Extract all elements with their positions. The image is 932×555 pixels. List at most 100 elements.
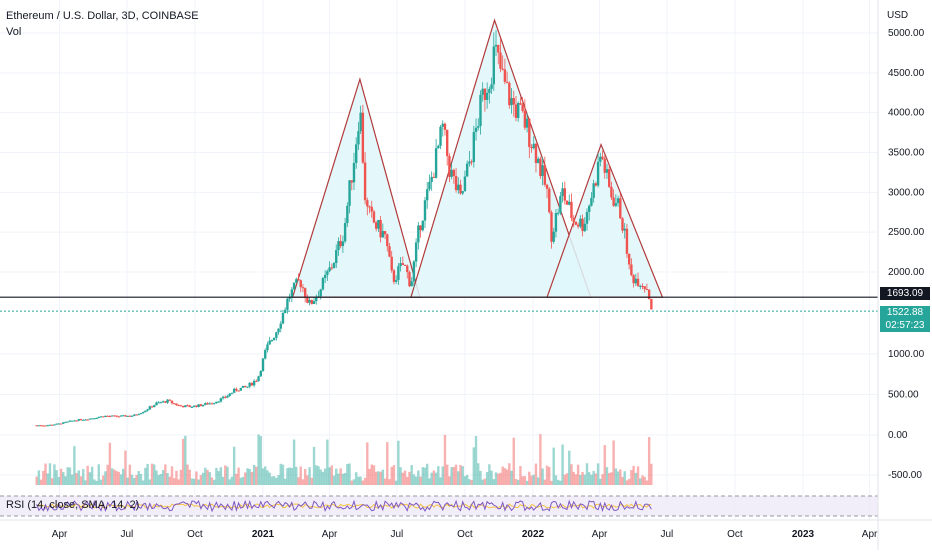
volume-bar	[472, 447, 476, 485]
candle-body	[490, 84, 493, 89]
volume-bar	[228, 479, 231, 485]
candle-body	[290, 289, 294, 298]
volume-bar	[406, 476, 409, 485]
volume-bar	[343, 472, 347, 485]
volume-bar	[386, 442, 389, 485]
candle-body	[616, 198, 620, 204]
candle-body	[108, 416, 112, 418]
time-tick-label: Oct	[457, 529, 473, 540]
volume-bar	[612, 440, 615, 485]
candle-body	[643, 286, 646, 290]
volume-bar	[337, 473, 340, 485]
volume-bar	[579, 475, 582, 485]
candle-body	[434, 148, 438, 178]
volume-bar	[312, 446, 316, 485]
volume-bar	[317, 466, 320, 485]
candle-body	[572, 217, 575, 222]
volume-bar	[497, 473, 500, 485]
volume-bar	[66, 467, 69, 485]
volume-label: Vol	[6, 26, 22, 38]
volume-bar	[190, 478, 194, 485]
candle-body	[497, 44, 500, 53]
volume-bar	[102, 475, 105, 485]
volume-bar	[499, 472, 502, 485]
candle-body	[292, 282, 296, 290]
volume-bar	[572, 471, 575, 485]
candle-body	[57, 423, 61, 425]
candle-body	[281, 312, 285, 324]
candle-body	[190, 406, 194, 408]
candle-body	[603, 158, 606, 173]
volume-bar	[563, 474, 567, 485]
volume-bar	[426, 463, 429, 485]
volume-bar	[128, 464, 132, 485]
price-tick-label: 500.00	[888, 390, 919, 401]
volume-bar	[568, 450, 571, 485]
candle-body	[607, 169, 611, 187]
volume-bar	[146, 463, 149, 485]
candle-body	[483, 88, 487, 100]
candle-body	[401, 263, 405, 265]
volume-bar	[443, 434, 447, 485]
volume-bar	[379, 471, 382, 485]
volume-bar	[44, 463, 47, 485]
volume-bar	[461, 466, 464, 485]
volume-bar	[59, 468, 63, 485]
candle-body	[596, 161, 600, 186]
volume-bar	[175, 470, 178, 485]
volume-bar	[77, 470, 81, 485]
price-tick-label: 3500.00	[888, 148, 925, 159]
volume-bar	[650, 463, 653, 485]
candle-body	[228, 393, 231, 396]
candle-body	[244, 385, 247, 388]
candle-body	[102, 416, 105, 418]
candle-body	[235, 388, 238, 391]
candle-body	[266, 344, 269, 351]
candle-body	[173, 403, 176, 405]
candle-body	[501, 68, 504, 70]
price-lines	[0, 296, 878, 312]
volume-bar	[570, 464, 573, 485]
volume-bar	[392, 465, 396, 485]
volume-bar	[636, 466, 640, 485]
volume-bar	[414, 476, 418, 485]
price-tick-label: 5000.00	[888, 28, 925, 39]
volume-bar	[390, 466, 393, 485]
candle-body	[104, 415, 107, 417]
candle-body	[392, 270, 396, 282]
candle-body	[157, 402, 160, 404]
candle-body	[268, 340, 271, 345]
candle-body	[328, 267, 331, 272]
volume-bar	[370, 464, 373, 485]
volume-bar	[188, 469, 191, 485]
volume-bar	[179, 469, 183, 485]
candle-body	[576, 224, 580, 227]
candle-body	[548, 188, 551, 213]
volume-bar	[607, 473, 611, 485]
volume-bar	[42, 470, 45, 485]
volume-bar	[532, 474, 535, 485]
volume-bar	[616, 471, 620, 485]
time-axis[interactable]: Apr Jul Oct 2021 Apr Jul Oct 2022 Apr Jul Oct 2023 A…	[52, 529, 878, 540]
volume-bar	[321, 471, 325, 485]
candle-body	[130, 415, 134, 417]
time-tick-label: 2023	[792, 529, 815, 540]
volume-bar	[530, 475, 533, 485]
candle-body	[359, 112, 362, 132]
volume-bar	[510, 470, 513, 485]
volume-bar	[126, 477, 129, 485]
candle-body	[199, 404, 203, 407]
candle-body	[641, 285, 644, 287]
volume-bar	[150, 463, 154, 485]
volume-bar	[124, 450, 127, 485]
volume-bar	[121, 468, 125, 485]
price-axis[interactable]: 5000.00 4500.00 4000.00 3500.00 3000.00 2500.…	[888, 28, 925, 481]
volume-bar	[219, 467, 223, 485]
candle-body	[574, 221, 578, 225]
candle-body	[623, 228, 626, 231]
volume-bar	[361, 480, 365, 485]
candle-body	[53, 424, 56, 426]
volume-bar	[441, 466, 444, 485]
